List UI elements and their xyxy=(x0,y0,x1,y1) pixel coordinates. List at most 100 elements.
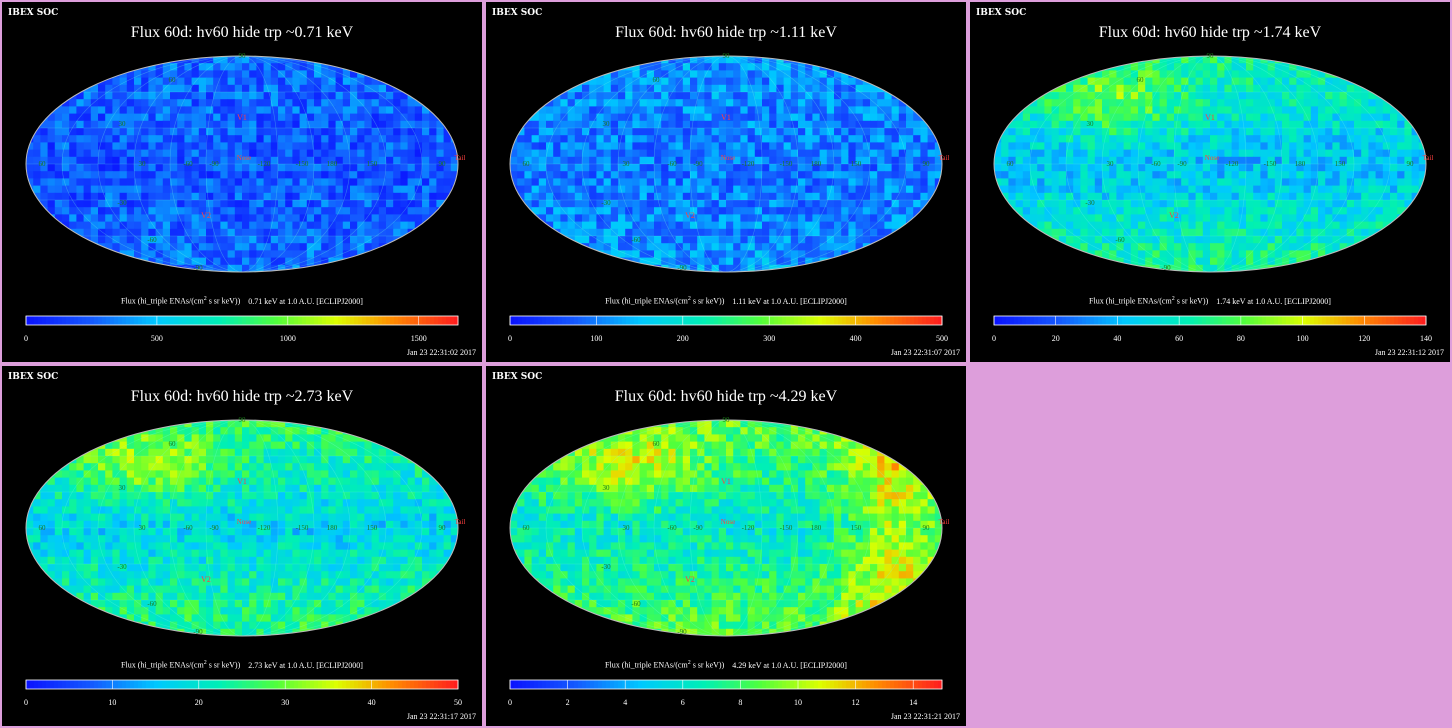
lat-tick-label: 30 xyxy=(1087,120,1095,128)
timestamp: Jan 23 22:31:07 2017 xyxy=(890,348,960,357)
lat-tick-label: -60 xyxy=(147,236,157,244)
timestamp: Jan 23 22:31:12 2017 xyxy=(1374,348,1444,357)
lat-tick-label: 60 xyxy=(1137,76,1145,84)
lon-tick-label: -60 xyxy=(667,160,677,168)
lon-tick-label: -90 xyxy=(693,160,703,168)
lat-tick-label: -90 xyxy=(677,628,687,636)
timestamp: Jan 23 22:31:21 2017 xyxy=(890,712,960,721)
lat-tick-label: -30 xyxy=(117,199,127,207)
lon-tick-label: -150 xyxy=(1264,160,1277,168)
colorbar-tick-label: 100 xyxy=(590,334,602,343)
v1-marker-label: V1 xyxy=(721,113,731,122)
lon-tick-label: 150 xyxy=(851,524,862,532)
colorbar: 0 20 40 60 80 100 120 140 xyxy=(992,315,1432,343)
lat-tick-label: 60 xyxy=(653,76,661,84)
timestamp: Jan 23 22:31:17 2017 xyxy=(406,712,476,721)
colorbar-tick-label: 400 xyxy=(850,334,862,343)
colorbar-tick-label: 40 xyxy=(1113,334,1121,343)
v1-marker-label: V1 xyxy=(721,477,731,486)
lon-tick-label: 180 xyxy=(811,524,822,532)
colorbar: 0 10 20 30 40 50 xyxy=(24,679,462,707)
tail-marker-label: Tail xyxy=(1423,154,1434,162)
lon-tick-label: 150 xyxy=(851,160,862,168)
sky-map: V1 V2 Nose Tail 60 30 -60 -90 -120 -150 180 150 90 60… xyxy=(993,52,1434,273)
colorbar-tick-label: 60 xyxy=(1175,334,1183,343)
colorbar: 0 100 200 300 400 500 xyxy=(508,315,948,343)
v2-marker-label: V2 xyxy=(685,211,695,220)
lon-tick-label: 180 xyxy=(327,160,338,168)
colorbar-tick-label: 4 xyxy=(623,698,627,707)
tail-marker-label: Tail xyxy=(455,518,466,526)
lat-tick-label: -30 xyxy=(601,199,611,207)
nose-marker-label: Nose xyxy=(1205,154,1219,162)
colorbar-tick-label: 0 xyxy=(24,334,28,343)
lon-tick-label: -150 xyxy=(296,160,309,168)
sky-map: V1 V2 Nose Tail 60 30 -60 -90 -120 -150 180 150 90 60… xyxy=(509,52,949,273)
colorbar-tick-label: 20 xyxy=(195,698,203,707)
colorbar-tick-label: 0 xyxy=(508,334,512,343)
lon-tick-label: -60 xyxy=(183,524,193,532)
energy-note: 4.29 keV at 1.0 A.U. [ECLIPJ2000] xyxy=(730,660,847,670)
colorbar-tick-label: 0 xyxy=(508,698,512,707)
colorbar-title: Flux (hi_triple ENAs/(cm2 s sr keV)) 1.7… xyxy=(1089,296,1331,306)
lat-tick-label: 60 xyxy=(169,440,177,448)
energy-note: 1.74 keV at 1.0 A.U. [ECLIPJ2000] xyxy=(1214,296,1331,306)
lat-tick-label: 90 xyxy=(1207,52,1215,60)
nose-marker-label: Nose xyxy=(721,518,735,526)
energy-note: 1.11 keV at 1.0 A.U. [ECLIPJ2000] xyxy=(730,296,847,306)
map-title: Flux 60d: hv60 hide trp ~4.29 keV xyxy=(614,388,838,405)
colorbar-tick-label: 120 xyxy=(1358,334,1370,343)
lon-tick-label: -150 xyxy=(780,160,793,168)
org-label: IBEX SOC xyxy=(492,372,543,382)
map-panel: IBEX SOC Flux 60d: hv60 hide trp ~1.74 ke… xyxy=(970,2,1450,362)
colorbar-tick-label: 40 xyxy=(368,698,376,707)
map-panel: IBEX SOC Flux 60d: hv60 hide trp ~2.73 ke… xyxy=(2,366,482,726)
lon-tick-label: 180 xyxy=(811,160,822,168)
lat-tick-label: -60 xyxy=(1115,236,1125,244)
energy-note: 0.71 keV at 1.0 A.U. [ECLIPJ2000] xyxy=(246,296,363,306)
lon-tick-label: 150 xyxy=(367,524,378,532)
timestamp: Jan 23 22:31:02 2017 xyxy=(406,348,476,357)
lat-tick-label: 30 xyxy=(119,120,127,128)
colorbar-tick-label: 0 xyxy=(992,334,996,343)
lat-tick-label: 90 xyxy=(239,416,247,424)
colorbar-tick-label: 50 xyxy=(454,698,462,707)
colorbar-tick-label: 30 xyxy=(281,698,289,707)
colorbar-tick-label: 300 xyxy=(763,334,775,343)
lon-tick-label: 150 xyxy=(1335,160,1346,168)
lon-tick-label: 30 xyxy=(623,524,631,532)
lat-tick-label: -60 xyxy=(631,600,641,608)
colorbar-tick-label: 1000 xyxy=(280,334,296,343)
map-title: Flux 60d: hv60 hide trp ~2.73 keV xyxy=(130,388,354,405)
lon-tick-label: -60 xyxy=(667,524,677,532)
lon-tick-label: -120 xyxy=(1226,160,1239,168)
colorbar: 0 500 1000 1500 xyxy=(24,315,459,343)
lon-tick-label: 30 xyxy=(139,160,147,168)
v1-marker-label: V1 xyxy=(237,477,247,486)
lon-tick-label: -90 xyxy=(693,524,703,532)
lat-tick-label: -90 xyxy=(193,264,203,272)
colorbar-title: Flux (hi_triple ENAs/(cm2 s sr keV)) 2.7… xyxy=(121,660,363,670)
lon-tick-label: 180 xyxy=(327,524,338,532)
lon-tick-label: 90 xyxy=(439,160,447,168)
colorbar-tick-label: 500 xyxy=(151,334,163,343)
lon-tick-label: 30 xyxy=(1107,160,1115,168)
colorbar-tick-label: 200 xyxy=(677,334,689,343)
v1-marker-label: V1 xyxy=(237,113,247,122)
lon-tick-label: -60 xyxy=(183,160,193,168)
colorbar-tick-label: 140 xyxy=(1420,334,1432,343)
lon-tick-label: 30 xyxy=(623,160,631,168)
colorbar-tick-label: 10 xyxy=(108,698,116,707)
nose-marker-label: Nose xyxy=(237,518,251,526)
lat-tick-label: 90 xyxy=(239,52,247,60)
energy-note: 2.73 keV at 1.0 A.U. [ECLIPJ2000] xyxy=(246,660,363,670)
colorbar-tick-label: 2 xyxy=(566,698,570,707)
map-title: Flux 60d: hv60 hide trp ~0.71 keV xyxy=(130,24,354,41)
lon-tick-label: 90 xyxy=(923,160,931,168)
colorbar-tick-label: 20 xyxy=(1052,334,1060,343)
org-label: IBEX SOC xyxy=(8,372,59,382)
sky-map: V1 V2 Nose Tail 60 30 -60 -90 -120 -150 180 150 90 60… xyxy=(25,52,465,273)
colorbar-title: Flux (hi_triple ENAs/(cm2 s sr keV)) 4.2… xyxy=(605,660,847,670)
lat-tick-label: -90 xyxy=(1161,264,1171,272)
